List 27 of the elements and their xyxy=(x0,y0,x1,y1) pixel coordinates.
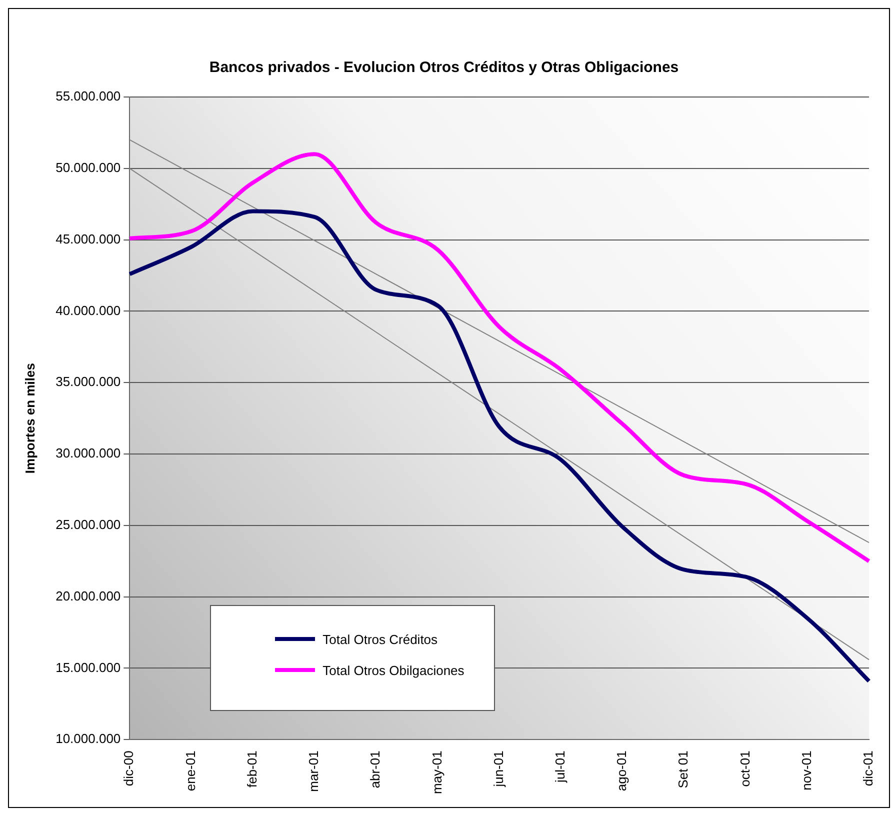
x-tick-label: oct-01 xyxy=(737,750,752,787)
x-tick-label: nov-01 xyxy=(798,750,814,790)
y-tick-label: 15.000.000 xyxy=(56,660,121,675)
y-tick-label: 40.000.000 xyxy=(56,302,121,318)
legend-label: Total Otros Obilgaciones xyxy=(322,662,464,678)
x-tick-label: dic-01 xyxy=(860,750,876,786)
y-tick-label: 30.000.000 xyxy=(56,446,121,461)
x-tick-label: jul-01 xyxy=(552,750,568,784)
x-tick-label: feb-01 xyxy=(244,750,260,788)
x-tick-label: jun-01 xyxy=(490,750,506,788)
y-tick-label: 45.000.000 xyxy=(56,231,121,246)
legend-label: Total Otros Créditos xyxy=(322,632,438,647)
x-tick-label: mar-01 xyxy=(306,750,322,792)
x-tick-label: dic-00 xyxy=(121,750,136,786)
y-tick-label: 55.000.000 xyxy=(56,88,121,104)
x-tick-label: abr-01 xyxy=(368,750,383,788)
y-tick-label: 50.000.000 xyxy=(56,160,121,175)
y-tick-label: 20.000.000 xyxy=(56,588,121,604)
x-tick-label: may-01 xyxy=(429,750,444,794)
y-tick-label: 10.000.000 xyxy=(56,731,121,746)
x-tick-label: Set 01 xyxy=(676,750,691,788)
x-tick-label: ene-01 xyxy=(182,750,198,792)
x-tick-label: ago-01 xyxy=(614,750,630,792)
y-tick-label: 35.000.000 xyxy=(56,374,121,390)
y-axis-title: Importes en miles xyxy=(22,363,38,474)
chart-title: Bancos privados - Evolucion Otros Créditos y Otras Obligaciones xyxy=(209,59,679,76)
y-tick-label: 25.000.000 xyxy=(56,517,121,532)
